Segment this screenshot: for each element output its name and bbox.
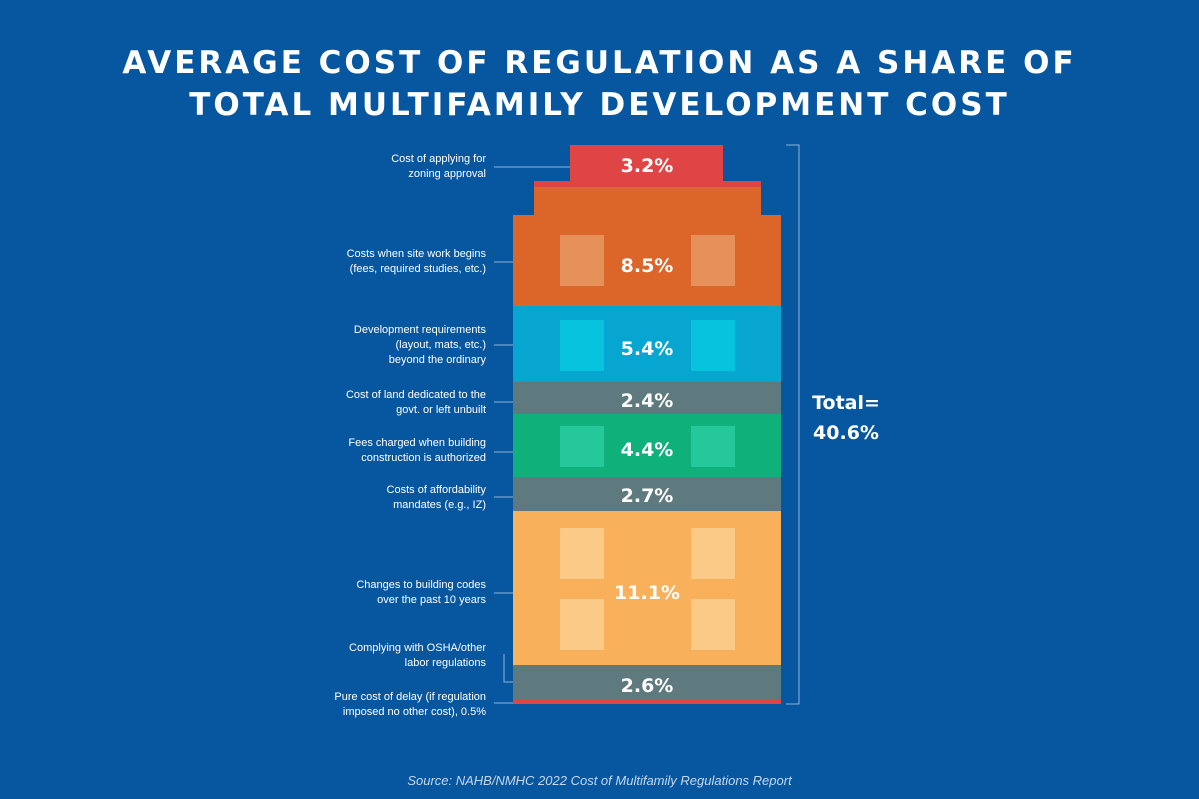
segment-extra-band <box>513 665 781 701</box>
chart-title-line-2: TOTAL MULTIFAMILY DEVELOPMENT COST <box>189 87 1010 123</box>
value-label-3: 5.4% <box>621 338 674 360</box>
value-label-1: 3.2% <box>621 155 674 177</box>
segment-5 <box>513 414 781 477</box>
value-label-5: 4.4% <box>621 439 674 461</box>
category-label-4: Cost of land dedicated to the govt. or le… <box>346 389 486 416</box>
total-label: Total= 40.6% <box>798 388 894 448</box>
window-peach-bottom-left <box>560 599 604 650</box>
segment-1-base-strip <box>534 181 761 187</box>
segment-6 <box>513 477 781 511</box>
value-label-extra: 2.6% <box>621 675 674 697</box>
category-label-8: Complying with OSHA/other labor regulatio… <box>349 642 486 669</box>
window-orange-right <box>691 235 735 286</box>
chart-title-line-1: AVERAGE COST OF REGULATION AS A SHARE OF <box>122 45 1077 81</box>
category-label-7: Changes to building codes over the past 1… <box>356 579 486 606</box>
segment-4 <box>513 382 781 414</box>
category-label-2: Costs when site work begins (fees, requir… <box>347 248 487 275</box>
value-label-7: 11.1% <box>614 582 680 604</box>
building-step-right <box>761 181 781 215</box>
building-step-left <box>513 181 534 215</box>
window-peach-top-right <box>691 528 735 579</box>
category-label-6: Costs of affordability mandates (e.g., IZ… <box>387 484 487 511</box>
window-peach-top-left <box>560 528 604 579</box>
total-label-text: Total= <box>812 392 880 414</box>
window-blue-left <box>560 320 604 371</box>
category-label-5: Fees charged when building construction i… <box>348 437 486 464</box>
category-label-9: Pure cost of delay (if regulation imposed… <box>334 691 486 718</box>
source-note: Source: NAHB/NMHC 2022 Cost of Multifami… <box>407 773 792 788</box>
window-blue-right <box>691 320 735 371</box>
category-label-3: Development requirements (layout, mats, e… <box>354 324 487 366</box>
value-label-6: 2.7% <box>621 485 674 507</box>
leader-line-8 <box>503 654 513 683</box>
value-label-4: 2.4% <box>621 390 674 412</box>
chart-title: AVERAGE COST OF REGULATION AS A SHARE OF… <box>0 42 1199 126</box>
segment-1 <box>570 145 723 181</box>
category-label-1: Cost of applying for zoning approval <box>391 153 486 180</box>
value-label-2: 8.5% <box>621 255 674 277</box>
segment-7 <box>513 511 781 665</box>
segment-9-bar <box>513 700 781 704</box>
window-peach-bottom-right <box>691 599 735 650</box>
segment-3 <box>513 306 781 382</box>
window-green-right <box>691 426 735 467</box>
window-green-left <box>560 426 604 467</box>
segment-2-top-tier <box>534 187 761 215</box>
total-bracket <box>786 144 800 705</box>
window-orange-left <box>560 235 604 286</box>
total-value: 40.6% <box>813 422 879 444</box>
